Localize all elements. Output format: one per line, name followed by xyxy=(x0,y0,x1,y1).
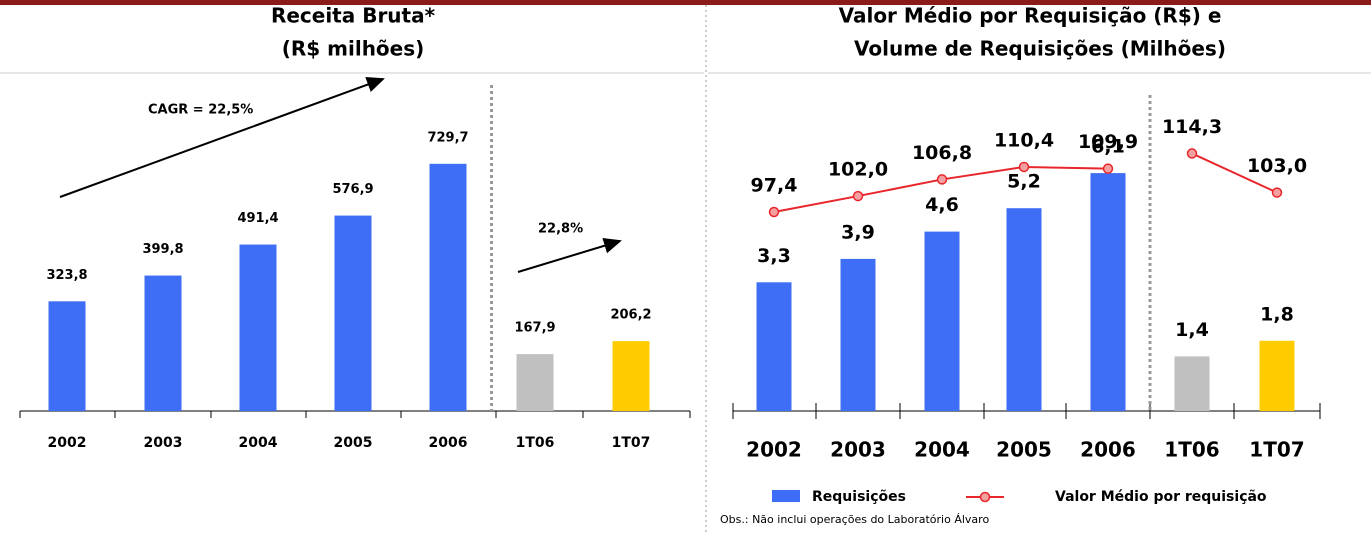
cagr-arrow xyxy=(59,76,385,198)
value-label: 576,9 xyxy=(332,182,373,197)
x-tick-label: 2003 xyxy=(144,435,183,451)
x-tick-label: 2005 xyxy=(334,435,373,451)
value-label: 167,9 xyxy=(514,321,555,336)
value-label: 97,4 xyxy=(751,175,798,197)
bar xyxy=(1259,340,1295,411)
x-tick-label: 2003 xyxy=(830,438,886,462)
bar xyxy=(48,301,86,411)
bar xyxy=(612,341,650,411)
line-series xyxy=(1191,152,1278,194)
chart-title: (R$ milhões) xyxy=(282,37,425,61)
note: Obs.: Não inclui operações do Laboratóri… xyxy=(720,513,989,526)
bar xyxy=(924,231,960,411)
x-tick-label: 2002 xyxy=(746,438,802,462)
x-tick-label: 2006 xyxy=(429,435,468,451)
value-label: 114,3 xyxy=(1162,116,1222,138)
annotation: 22,8% xyxy=(538,222,583,237)
bar xyxy=(756,282,792,411)
annotation: CAGR = 22,5% xyxy=(148,103,253,118)
line-marker xyxy=(768,206,780,218)
x-tick-label: 2006 xyxy=(1080,438,1136,462)
x-tick-label: 1T07 xyxy=(612,435,651,451)
x-tick-label: 1T06 xyxy=(1164,438,1219,462)
bar xyxy=(1174,356,1210,411)
line-marker xyxy=(852,190,864,202)
bar xyxy=(334,215,372,411)
x-tick-label: 1T06 xyxy=(516,435,555,451)
value-label: 5,2 xyxy=(1007,171,1041,193)
bar xyxy=(840,258,876,411)
value-label: 106,8 xyxy=(912,142,972,164)
legend-marker xyxy=(979,491,991,503)
x-tick-label: 2005 xyxy=(996,438,1052,462)
line-marker xyxy=(1186,148,1198,159)
value-label: 103,0 xyxy=(1247,155,1307,177)
value-label: 4,6 xyxy=(925,194,959,216)
legend-label: Valor Médio por requisição xyxy=(1055,489,1267,505)
line-marker xyxy=(1018,161,1030,173)
bar xyxy=(1090,173,1126,411)
line-marker xyxy=(936,174,948,185)
value-label: 6,1 xyxy=(1091,136,1125,158)
bar xyxy=(144,275,182,411)
x-tick-label: 2004 xyxy=(914,438,970,462)
bar xyxy=(239,244,277,411)
legend-swatch xyxy=(772,490,800,502)
value-label: 491,4 xyxy=(237,211,278,226)
value-label: 102,0 xyxy=(828,159,888,181)
value-label: 206,2 xyxy=(610,308,651,323)
value-label: 323,8 xyxy=(46,268,87,283)
value-label: 1,8 xyxy=(1260,303,1294,325)
legend-label: Requisições xyxy=(812,489,906,505)
value-label: 1,4 xyxy=(1175,319,1209,341)
x-tick-label: 2002 xyxy=(48,435,87,451)
x-tick-label: 1T07 xyxy=(1249,438,1304,462)
value-label: 3,9 xyxy=(841,221,875,243)
x-tick-label: 2004 xyxy=(239,435,278,451)
bar xyxy=(1006,208,1042,411)
growth-arrow xyxy=(517,237,622,273)
bar xyxy=(429,163,467,411)
value-label: 110,4 xyxy=(994,129,1054,151)
line-marker xyxy=(1102,163,1114,174)
chart-title: Valor Médio por Requisição (R$) e xyxy=(839,4,1222,28)
value-label: 729,7 xyxy=(427,130,468,145)
chart-title: Receita Bruta* xyxy=(271,4,436,28)
value-label: 399,8 xyxy=(142,242,183,257)
bar xyxy=(516,354,554,411)
top-bar xyxy=(0,0,1371,5)
chart-title: Volume de Requisições (Milhões) xyxy=(854,37,1226,61)
line-marker xyxy=(1271,187,1283,198)
value-label: 109,9 xyxy=(1078,131,1138,153)
value-label: 3,3 xyxy=(757,245,791,267)
